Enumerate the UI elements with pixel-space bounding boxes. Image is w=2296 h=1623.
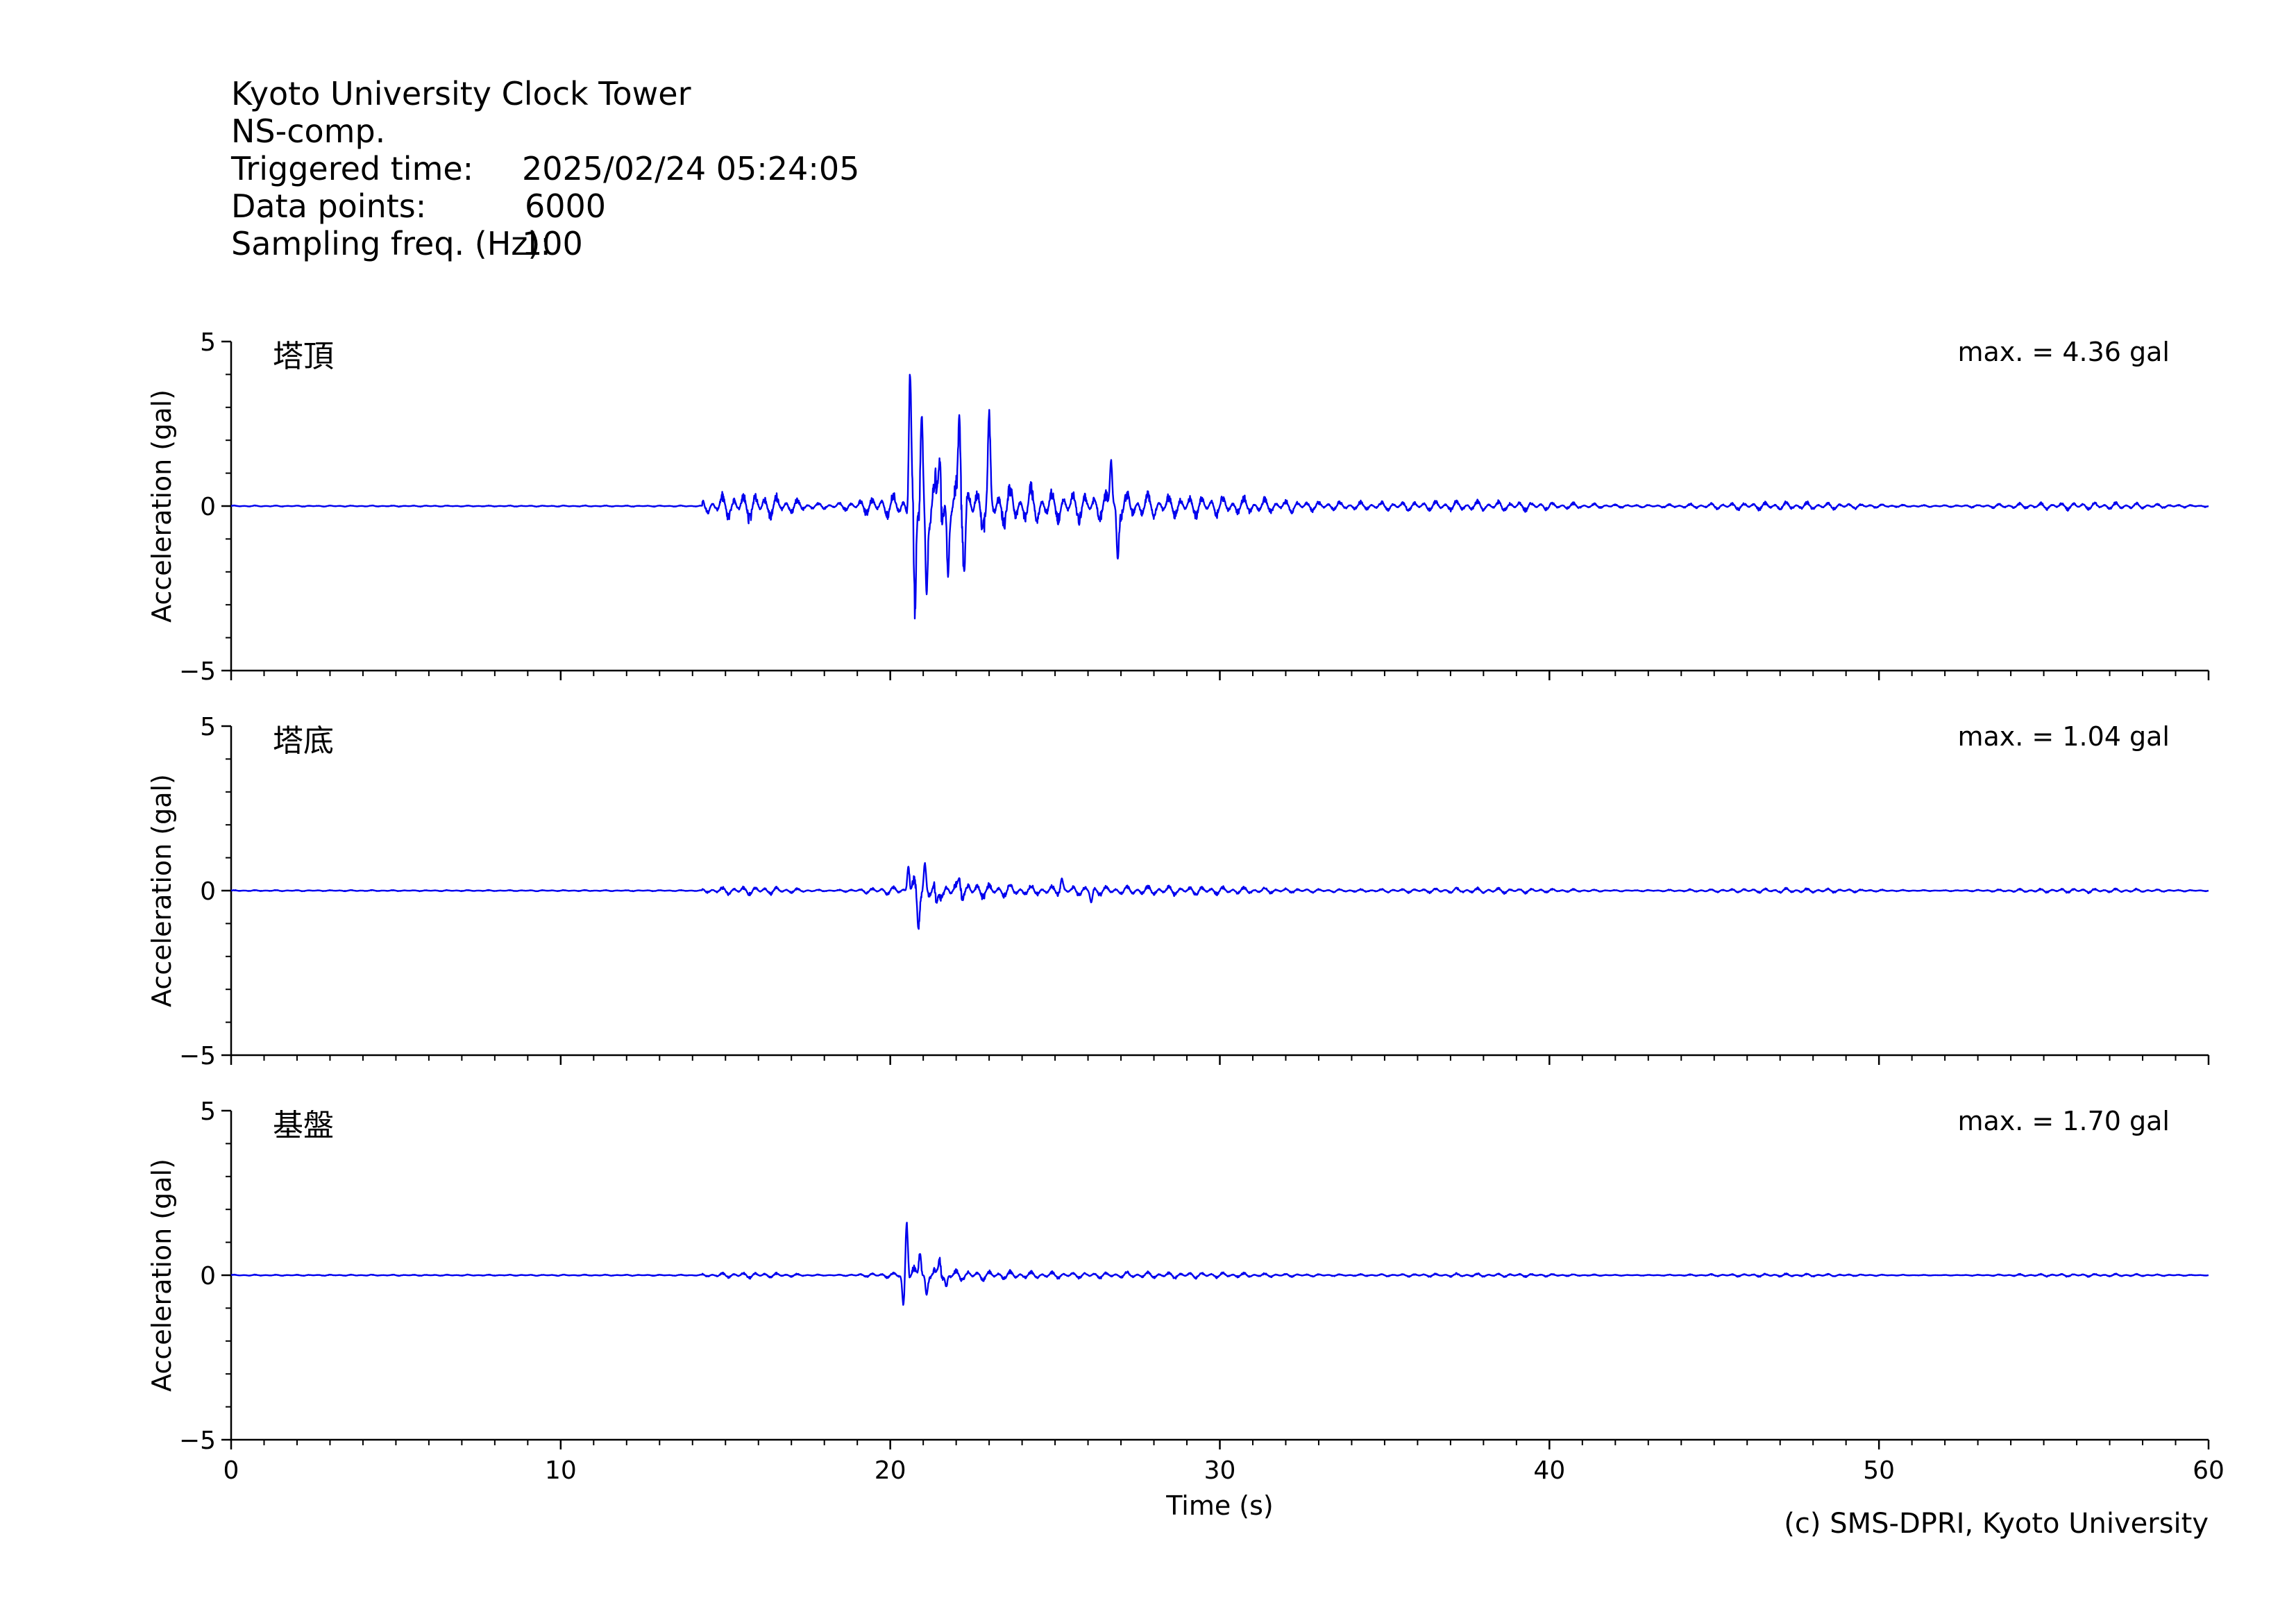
x-tick-label: 20 (875, 1456, 906, 1485)
y-axis-label: Acceleration (gal) (146, 389, 177, 623)
waveform-series (230, 1222, 2209, 1306)
sampling-freq-value: 100 (522, 225, 583, 262)
data-points-value: 6000 (525, 187, 607, 225)
x-tick-label: 0 (223, 1456, 239, 1485)
component-label: NS-comp. (231, 112, 386, 150)
triggered-time-label: Triggered time: (231, 150, 474, 187)
panel-1: −5 0 5 Acceleration (gal) 塔頂 max. = 4.36 gal (146, 328, 2210, 686)
data-points-label: Data points: (231, 187, 427, 225)
y-tick-label: −5 (179, 1042, 216, 1070)
panel-name-label: 塔頂 (273, 339, 334, 374)
panel-2: −5 0 5 Acceleration (gal) 塔底 max. = 1.04 gal (146, 713, 2210, 1070)
y-tick-label: 0 (200, 1262, 216, 1290)
max-value-label: max. = 4.36 gal (1957, 337, 2170, 367)
x-tick-label: 10 (545, 1456, 577, 1485)
y-tick-label: 0 (200, 493, 216, 521)
max-value-label: max. = 1.04 gal (1957, 721, 2170, 752)
y-tick-label: 5 (200, 328, 216, 357)
y-tick-label: −5 (179, 1427, 216, 1455)
station-title: Kyoto University Clock Tower (231, 75, 691, 112)
y-tick-label: 5 (200, 1098, 216, 1126)
y-tick-label: 5 (200, 713, 216, 741)
x-tick-label: 40 (1533, 1456, 1565, 1485)
x-tick-label: 50 (1863, 1456, 1895, 1485)
max-value-label: max. = 1.70 gal (1957, 1106, 2170, 1136)
y-axis-label: Acceleration (gal) (146, 774, 177, 1007)
triggered-time-value: 2025/02/24 05:24:05 (522, 150, 860, 187)
x-tick-label: 30 (1204, 1456, 1236, 1485)
y-tick-label: −5 (179, 657, 216, 686)
waveform-series (230, 373, 2209, 620)
waveform-series (230, 861, 2209, 930)
panel-name-label: 塔底 (273, 723, 334, 759)
credit-text: (c) SMS-DPRI, Kyoto University (1784, 1508, 2209, 1540)
y-axis-label: Acceleration (gal) (146, 1159, 177, 1392)
panel-name-label: 基盤 (273, 1108, 334, 1143)
sampling-freq-label: Sampling freq. (Hz): (231, 225, 551, 262)
x-tick-label: 60 (2193, 1456, 2225, 1485)
x-axis-label: Time (s) (1165, 1490, 1274, 1521)
y-tick-label: 0 (200, 877, 216, 906)
